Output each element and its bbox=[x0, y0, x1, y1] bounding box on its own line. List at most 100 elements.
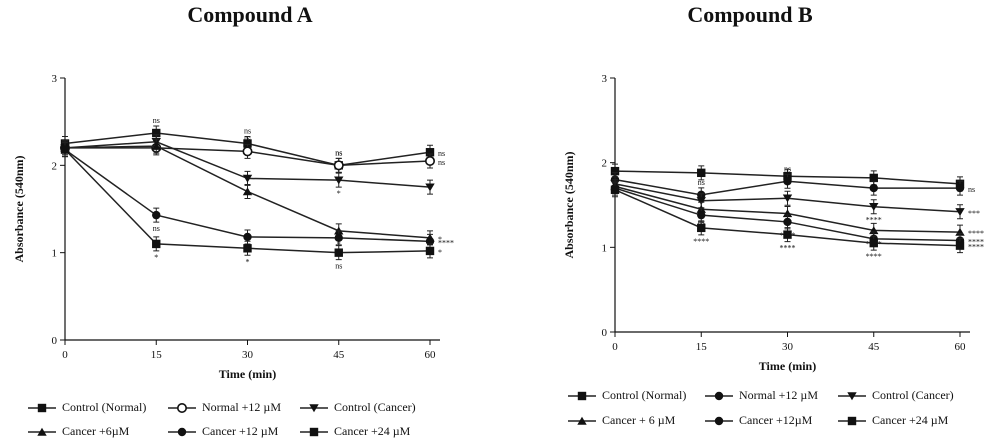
significance-label: ns bbox=[153, 116, 160, 125]
legend-symbol bbox=[705, 390, 733, 402]
data-point bbox=[424, 155, 435, 166]
data-point bbox=[60, 145, 70, 154]
legend-symbol bbox=[838, 415, 866, 427]
significance-label: **** bbox=[780, 244, 796, 253]
legend-marker bbox=[37, 427, 47, 436]
x-tick-label: 30 bbox=[782, 341, 794, 353]
data-point bbox=[869, 202, 879, 211]
legend-marker bbox=[309, 403, 319, 412]
legend-item: Cancer +6µM bbox=[28, 424, 129, 439]
data-point bbox=[425, 148, 435, 157]
x-tick-label: 15 bbox=[696, 341, 708, 353]
data-point bbox=[242, 187, 253, 196]
legend-item: Cancer +24 µM bbox=[838, 413, 948, 428]
data-point bbox=[151, 141, 161, 150]
significance-label: **** bbox=[968, 229, 984, 238]
legend-label: Cancer +12 µM bbox=[202, 424, 279, 438]
data-point bbox=[610, 185, 620, 194]
legend-item: Normal +12 µM bbox=[705, 388, 818, 403]
data-point bbox=[783, 217, 792, 227]
significance-label: * bbox=[154, 253, 158, 262]
significance-label: **** bbox=[968, 243, 984, 252]
y-tick-label: 1 bbox=[52, 248, 58, 260]
significance-label: *** bbox=[968, 209, 980, 218]
data-point bbox=[697, 168, 706, 178]
y-tick-label: 1 bbox=[602, 242, 608, 254]
legend-marker bbox=[577, 416, 587, 425]
legend-item: Control (Cancer) bbox=[838, 388, 954, 403]
legend-item: Cancer +12µM bbox=[705, 413, 812, 428]
legend-label: Control (Normal) bbox=[602, 388, 687, 402]
data-point bbox=[425, 246, 435, 256]
series-5: * * ns * bbox=[60, 142, 442, 271]
chart-title: Compound A bbox=[187, 2, 313, 27]
data-point bbox=[869, 238, 878, 248]
legend-item: Control (Cancer) bbox=[300, 400, 416, 415]
legend-marker bbox=[577, 391, 587, 400]
significance-label: ns bbox=[870, 171, 877, 180]
legend-label: Normal +12 µM bbox=[739, 388, 819, 402]
data-point bbox=[955, 183, 965, 193]
legend-marker bbox=[37, 403, 47, 412]
chart-panel-compound-a: Compound A 0 1 2 3 0 15 30 45 60 Time (min) Absorb… bbox=[12, 2, 454, 439]
data-point bbox=[243, 244, 252, 253]
significance-label: ns bbox=[153, 224, 160, 233]
data-point bbox=[955, 208, 965, 216]
data-point bbox=[783, 230, 792, 239]
series-2: ******* bbox=[610, 176, 980, 225]
legend-item: Normal +12 µM bbox=[168, 400, 281, 415]
significance-label: ns bbox=[968, 185, 975, 194]
data-point bbox=[425, 183, 435, 192]
legend-label: Cancer +6µM bbox=[62, 424, 130, 438]
legend-marker bbox=[309, 427, 319, 436]
y-tick-label: 0 bbox=[52, 335, 58, 347]
significance-label: ns bbox=[438, 158, 445, 167]
legend-symbol bbox=[300, 426, 328, 438]
data-point bbox=[243, 232, 252, 242]
legend-item: Cancer +12 µM bbox=[168, 424, 278, 439]
x-axis-label: Time (min) bbox=[219, 367, 276, 381]
data-point bbox=[425, 237, 435, 246]
legend-symbol bbox=[168, 402, 196, 414]
legend-symbol bbox=[300, 402, 328, 414]
data-point bbox=[955, 241, 965, 250]
x-tick-label: 15 bbox=[151, 349, 163, 361]
significance-label: **** bbox=[968, 238, 984, 247]
significance-label: ns bbox=[335, 148, 342, 157]
data-point bbox=[333, 160, 344, 171]
data-point bbox=[243, 139, 252, 148]
data-point bbox=[334, 233, 343, 243]
legend-symbol bbox=[28, 402, 56, 414]
legend-label: Cancer +24 µM bbox=[334, 424, 411, 438]
significance-label: ns bbox=[784, 164, 791, 173]
y-tick-label: 3 bbox=[52, 73, 58, 85]
series-1: ns ns ns ns bbox=[610, 164, 975, 203]
chart-title: Compound B bbox=[687, 2, 813, 27]
significance-label: **** bbox=[866, 252, 882, 261]
data-point bbox=[697, 223, 706, 233]
y-tick-label: 2 bbox=[52, 160, 58, 172]
legend-marker bbox=[714, 391, 724, 400]
x-tick-label: 45 bbox=[333, 349, 345, 361]
legend-label: Normal +12 µM bbox=[202, 400, 282, 414]
legend-symbol bbox=[28, 426, 56, 438]
data-point bbox=[334, 176, 344, 185]
legend-item: Control (Normal) bbox=[568, 388, 686, 403]
data-point bbox=[242, 174, 253, 183]
significance-label: **** bbox=[693, 237, 709, 246]
legend-symbol bbox=[568, 390, 596, 402]
significance-label: **** bbox=[866, 216, 882, 225]
data-point bbox=[696, 197, 706, 205]
data-point bbox=[152, 239, 161, 249]
significance-label: ns bbox=[335, 262, 342, 271]
data-point bbox=[152, 128, 161, 138]
legend-label: Control (Cancer) bbox=[872, 388, 954, 402]
series-3: ** bbox=[60, 138, 442, 249]
legend-item: Cancer +24 µM bbox=[300, 424, 410, 439]
legend-symbol bbox=[568, 415, 596, 427]
x-tick-label: 0 bbox=[612, 341, 618, 353]
y-tick-label: 2 bbox=[602, 158, 608, 170]
legend-item: Cancer + 6 µM bbox=[568, 413, 675, 428]
chart-panel-compound-b: Compound B 0 1 2 3 0 15 30 45 60 Time (min) Absorb… bbox=[500, 0, 1000, 443]
